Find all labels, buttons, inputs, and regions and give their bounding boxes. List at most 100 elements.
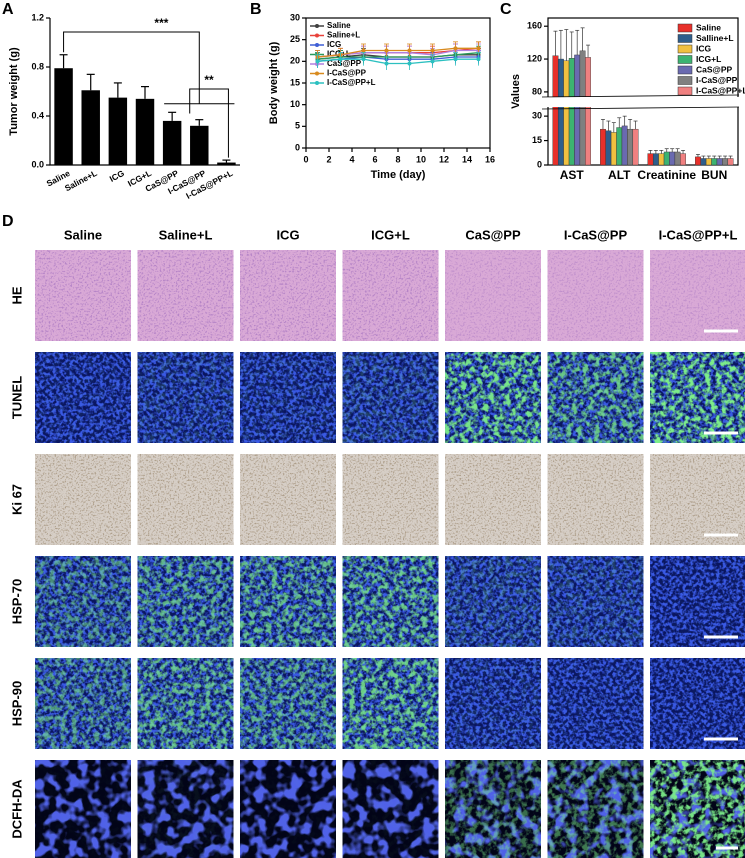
tile-texture — [342, 760, 439, 858]
tile-texture — [35, 454, 131, 545]
legend-label: Salline+L — [696, 33, 734, 43]
bar — [217, 162, 236, 165]
bar — [54, 68, 73, 165]
y-tick-label: 160 — [527, 21, 542, 31]
micrograph — [650, 454, 745, 545]
tile-texture — [342, 454, 439, 545]
y-tick-label: 0.0 — [31, 159, 44, 169]
legend-label: ICG+L — [696, 54, 721, 64]
bar — [647, 153, 654, 166]
y-tick-label: 15 — [290, 77, 300, 87]
bar — [663, 151, 670, 166]
tile-green — [342, 658, 439, 749]
micrograph — [137, 250, 234, 341]
tile-green — [650, 760, 745, 858]
tile-green — [137, 760, 234, 858]
micrograph — [35, 658, 131, 749]
bar — [616, 127, 623, 166]
column-header: I-CaS@PP — [564, 227, 628, 242]
x-tick-label: 8 — [395, 154, 400, 164]
micrograph — [240, 760, 336, 858]
y-tick-label: 0 — [537, 159, 542, 169]
legend-label: I-CaS@PP+L — [327, 78, 376, 87]
y-tick-label: 0.8 — [31, 61, 44, 71]
tile-green — [547, 760, 644, 858]
tile-green — [35, 658, 131, 749]
micrograph — [137, 658, 234, 749]
micrograph — [547, 658, 644, 749]
micrograph — [137, 454, 234, 545]
y-tick-label: 80 — [532, 86, 542, 96]
bar — [652, 153, 659, 166]
panel-label: A — [2, 1, 14, 18]
micrograph — [547, 760, 644, 858]
micrograph — [650, 658, 745, 749]
micrograph — [547, 556, 644, 647]
tile-texture — [445, 250, 541, 341]
point — [338, 57, 343, 62]
point — [361, 57, 366, 62]
row-header: HSP-70 — [9, 579, 24, 625]
x-tick-label: Creatinine — [637, 168, 696, 182]
axes — [547, 17, 739, 166]
legend-swatch — [677, 86, 693, 96]
bar — [574, 54, 581, 166]
y-axis-title: Tumor weight (g) — [8, 47, 20, 136]
bar — [552, 55, 559, 166]
bar — [162, 120, 182, 165]
tile-green — [650, 352, 745, 443]
point — [430, 48, 435, 53]
column-header: Saline — [64, 227, 102, 242]
bar — [722, 158, 729, 166]
point — [384, 48, 389, 53]
column-header: I-CaS@PP+L — [659, 227, 738, 242]
point — [453, 57, 458, 62]
y-tick-label: 120 — [527, 53, 542, 63]
legend-marker — [315, 33, 319, 38]
micrograph — [342, 658, 439, 749]
y-tick-label: 30 — [532, 111, 542, 121]
bar — [627, 128, 634, 166]
x-tick-label: ALT — [608, 168, 631, 182]
point — [315, 59, 320, 64]
x-tick-label: 14 — [462, 154, 472, 164]
row-header: DCFH-DA — [9, 779, 24, 839]
bar — [716, 158, 723, 166]
legend-swatch — [677, 76, 693, 85]
bar — [695, 156, 701, 166]
point — [407, 48, 412, 53]
bar — [700, 158, 707, 166]
y-tick-label: 10 — [290, 99, 300, 109]
point — [476, 57, 481, 62]
tile-green — [650, 658, 745, 749]
column-header: ICG+L — [371, 227, 410, 242]
tile-green — [445, 352, 541, 443]
y-tick-label: 0.4 — [31, 110, 44, 120]
tile-texture — [650, 454, 745, 545]
tile-texture — [342, 250, 439, 341]
row-header: TUNEL — [9, 376, 24, 419]
bar — [557, 58, 564, 166]
y-tick-label: 1.2 — [31, 12, 44, 22]
micrograph — [240, 454, 336, 545]
bar — [585, 57, 591, 166]
x-tick-label: AST — [560, 168, 585, 182]
legend-label: Saline+L — [327, 31, 360, 40]
micrograph — [547, 250, 644, 341]
bar — [727, 158, 734, 166]
axes — [305, 17, 491, 149]
tile-green — [240, 658, 336, 749]
micrograph — [342, 352, 439, 443]
significance: ** — [204, 73, 214, 87]
micrograph — [35, 352, 131, 443]
point — [361, 48, 366, 53]
bracket — [189, 88, 229, 158]
bar — [658, 153, 665, 166]
column-header: ICG — [276, 227, 299, 242]
micrograph — [240, 352, 336, 443]
micrograph — [445, 352, 541, 443]
x-tick-label: 6 — [372, 154, 377, 164]
micrograph — [137, 760, 234, 858]
bar — [600, 128, 606, 166]
legend-label: I-CaS@PP+L — [696, 85, 745, 95]
